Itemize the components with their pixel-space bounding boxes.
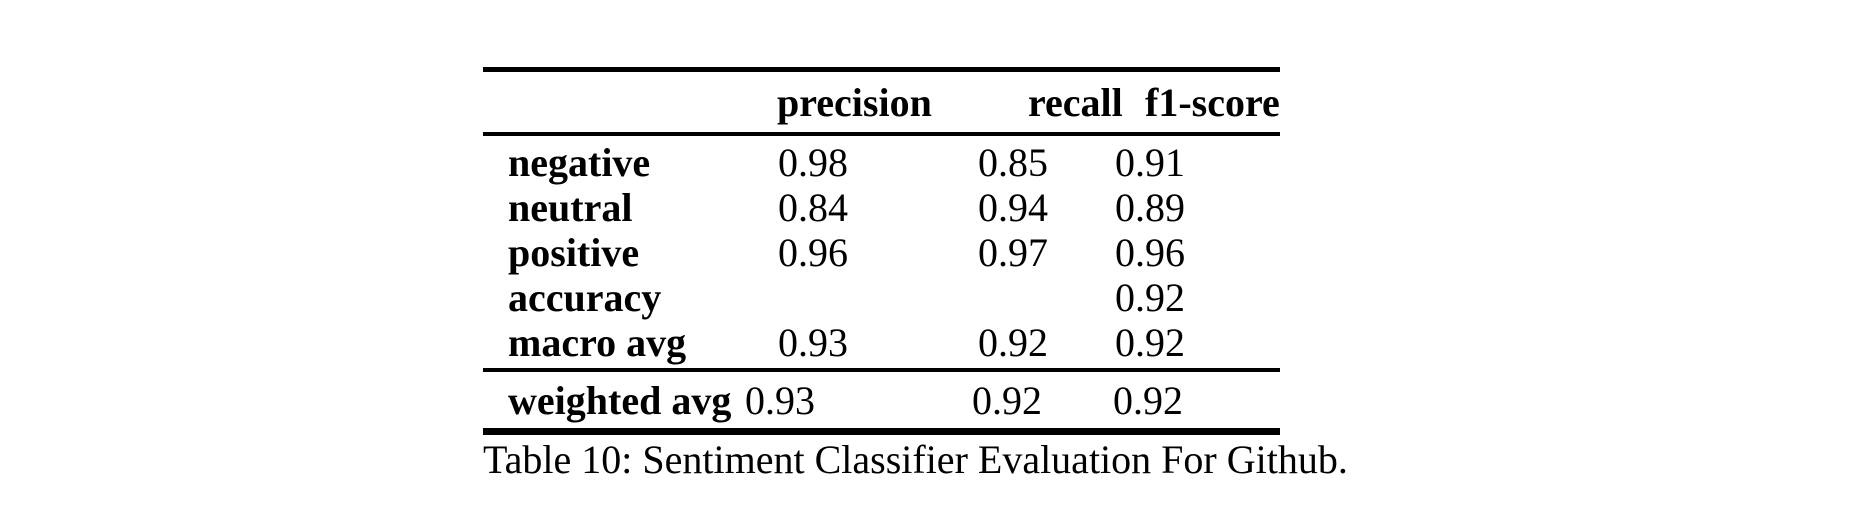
table-header-row: precision recall f1-score [483, 72, 1280, 132]
cell-positive-precision: 0.96 [778, 230, 848, 275]
table-footer-row: weighted avg 0.93 0.92 0.92 [483, 372, 1280, 428]
table-top-rule [483, 67, 1280, 72]
header-recall: recall [1028, 79, 1123, 125]
table-caption: Table 10: Sentiment Classifier Evaluatio… [483, 437, 1348, 482]
cell-weighted-avg-f1: 0.92 [1113, 378, 1183, 423]
header-f1-score: f1-score [1145, 79, 1280, 125]
table-bottom-rule [483, 428, 1280, 435]
table-header-rule [483, 132, 1280, 136]
cell-accuracy-precision [778, 275, 978, 320]
cell-accuracy-recall [978, 275, 1115, 320]
cell-neutral-f1: 0.89 [1115, 185, 1185, 230]
row-label-accuracy: accuracy [508, 275, 662, 320]
cell-negative-recall: 0.85 [978, 140, 1048, 185]
cell-neutral-precision: 0.84 [778, 185, 848, 230]
cell-weighted-avg-recall: 0.92 [972, 378, 1042, 423]
row-label-negative: negative [508, 140, 651, 185]
row-label-neutral: neutral [508, 185, 633, 230]
cell-neutral-recall: 0.94 [978, 185, 1048, 230]
evaluation-table: precision recall f1-score negative 0.98 … [483, 67, 1280, 435]
cell-macro-avg-f1: 0.92 [1115, 320, 1185, 365]
table-footer-rule [483, 368, 1280, 372]
cell-macro-avg-precision: 0.93 [778, 320, 848, 365]
cell-negative-f1: 0.91 [1115, 140, 1185, 185]
table-body: negative 0.98 0.85 0.91 neutral 0.84 0.9… [483, 136, 1280, 368]
cell-weighted-avg-precision: 0.93 [745, 378, 815, 423]
cell-positive-f1: 0.96 [1115, 230, 1185, 275]
cell-accuracy-f1: 0.92 [1115, 275, 1185, 320]
cell-macro-avg-recall: 0.92 [978, 320, 1048, 365]
cell-positive-recall: 0.97 [978, 230, 1048, 275]
row-label-positive: positive [508, 230, 640, 275]
cell-negative-precision: 0.98 [778, 140, 848, 185]
row-label-macro-avg: macro avg [508, 320, 687, 365]
row-label-weighted-avg: weighted avg [508, 378, 732, 423]
header-precision: precision [777, 79, 932, 125]
